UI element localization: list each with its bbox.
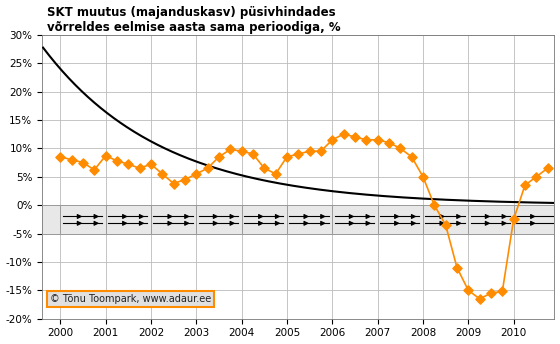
Point (226, 147, 235, 152)
Point (237, 148, 246, 154)
Point (113, 158, 122, 163)
Point (328, 137, 337, 142)
Point (362, 137, 371, 142)
Point (271, 171, 280, 176)
Point (351, 134, 360, 140)
Point (520, 182, 529, 188)
Point (339, 131, 348, 137)
Point (418, 174, 427, 180)
Point (543, 165, 552, 171)
Point (464, 288, 473, 293)
Point (407, 154, 416, 160)
Point (124, 161, 133, 167)
Point (396, 146, 405, 151)
Point (532, 174, 541, 180)
Point (78, 160, 87, 165)
Point (441, 222, 450, 228)
Point (294, 151, 303, 157)
Point (180, 177, 189, 182)
Point (67, 157, 76, 162)
Point (475, 296, 484, 302)
Point (214, 154, 223, 160)
Point (260, 165, 269, 171)
Bar (42, 205, 554, 234)
Point (56, 154, 65, 160)
Point (430, 202, 439, 208)
Point (385, 140, 394, 146)
Point (147, 161, 156, 167)
Text: SKT muutus (majanduskasv) püsivhindades
võrreldes eelmise aasta sama perioodiga,: SKT muutus (majanduskasv) püsivhindades … (47, 6, 341, 34)
Point (316, 148, 325, 154)
Point (192, 171, 201, 176)
Point (509, 217, 518, 222)
Point (101, 153, 110, 159)
Point (135, 165, 144, 171)
Point (158, 171, 167, 176)
Point (282, 154, 291, 160)
Point (452, 265, 461, 270)
Point (487, 290, 496, 296)
Point (249, 151, 258, 157)
Point (169, 181, 178, 186)
Point (373, 137, 382, 142)
Point (203, 165, 212, 171)
Point (90, 167, 99, 173)
Text: © Tõnu Toompark, www.adaur.ee: © Tõnu Toompark, www.adaur.ee (50, 294, 211, 304)
Point (498, 289, 507, 294)
Point (305, 148, 314, 154)
